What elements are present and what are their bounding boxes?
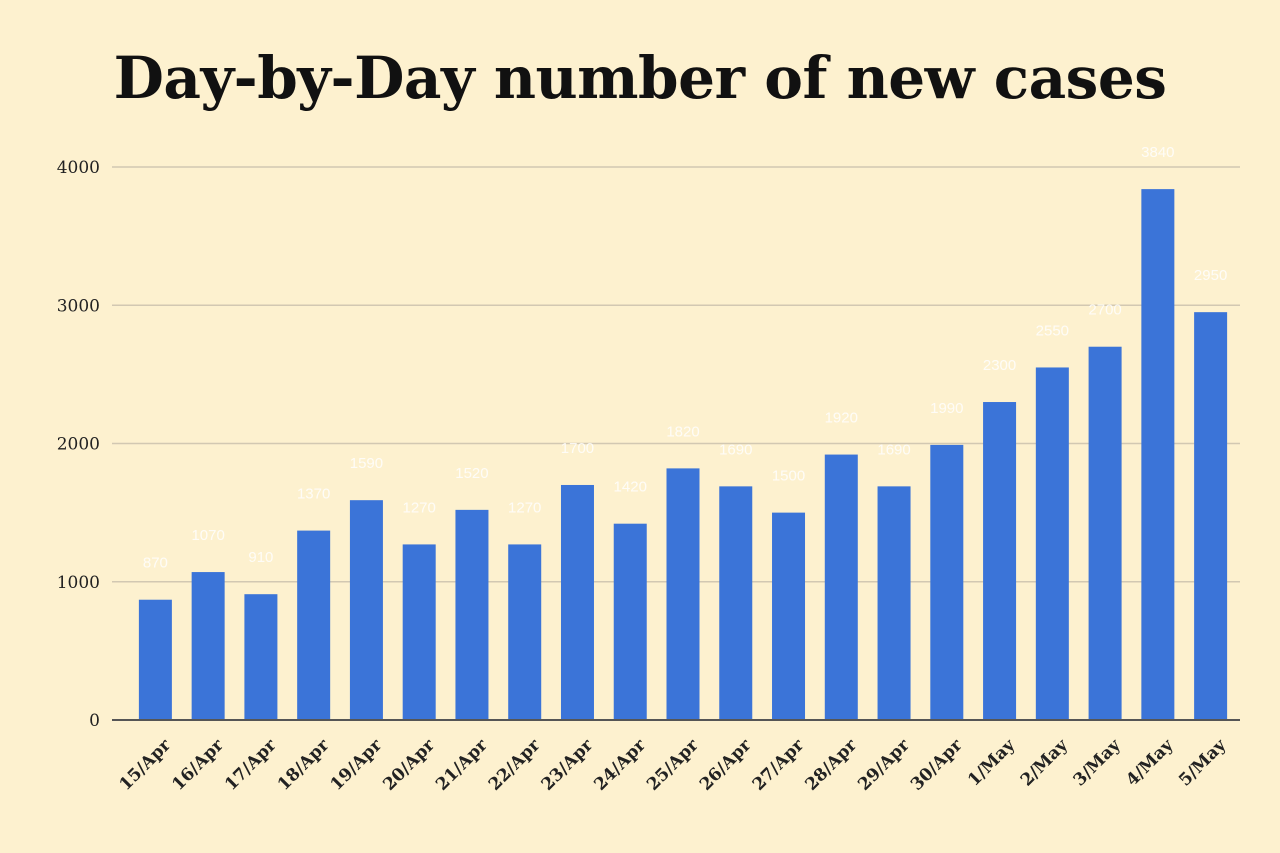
bar — [297, 530, 331, 720]
x-tick-label: 17/Apr — [221, 735, 281, 795]
bar — [402, 544, 436, 720]
bar — [877, 486, 911, 720]
data-label: 3840 — [1141, 144, 1174, 161]
data-label: 2700 — [1088, 302, 1121, 319]
data-label: 1920 — [825, 410, 858, 427]
bar — [1141, 189, 1175, 720]
bar — [244, 594, 278, 720]
data-label: 2950 — [1194, 267, 1227, 284]
bar — [455, 509, 489, 720]
x-tick-label: 24/Apr — [590, 735, 650, 795]
x-tick-label: 15/Apr — [116, 735, 176, 795]
bar — [1035, 367, 1069, 720]
bar — [138, 599, 172, 720]
bar — [930, 444, 964, 720]
data-label: 1690 — [719, 441, 752, 458]
x-tick-label: 23/Apr — [538, 735, 598, 795]
data-label: 1700 — [561, 440, 594, 457]
bar — [824, 454, 858, 720]
x-tick-label: 21/Apr — [432, 735, 492, 795]
chart-title: Day-by-Day number of new cases — [113, 44, 1167, 112]
x-tick-label: 28/Apr — [801, 735, 861, 795]
x-tick-label: 22/Apr — [485, 735, 545, 795]
y-tick-label: 3000 — [57, 296, 100, 316]
data-label: 1370 — [297, 486, 330, 503]
data-label: 1270 — [508, 499, 541, 516]
data-label: 1990 — [930, 400, 963, 417]
x-tick-label: 5/May — [1175, 735, 1231, 791]
bar — [349, 500, 383, 720]
bar — [1088, 346, 1122, 720]
x-tick-label: 27/Apr — [749, 735, 809, 795]
data-label: 910 — [248, 549, 273, 566]
x-tick-label: 1/May — [964, 735, 1020, 791]
data-label: 1590 — [350, 455, 383, 472]
x-tick-label: 3/May — [1070, 735, 1126, 791]
x-tick-label: 29/Apr — [854, 735, 914, 795]
bar — [508, 544, 542, 720]
bar — [560, 484, 594, 720]
bar — [1194, 312, 1228, 720]
data-label: 2550 — [1036, 322, 1069, 339]
data-label: 870 — [143, 555, 168, 572]
x-tick-label: 18/Apr — [274, 735, 334, 795]
data-label: 1420 — [614, 479, 647, 496]
bar — [772, 512, 806, 720]
data-label: 2300 — [983, 357, 1016, 374]
y-tick-label: 0 — [89, 711, 100, 731]
y-tick-label: 1000 — [57, 573, 100, 593]
data-label: 1820 — [666, 423, 699, 440]
y-tick-label: 2000 — [57, 435, 100, 455]
x-tick-label: 4/May — [1122, 735, 1178, 791]
x-tick-label: 16/Apr — [168, 735, 228, 795]
bar — [666, 468, 700, 720]
x-tick-label: 25/Apr — [643, 735, 703, 795]
x-tick-label: 30/Apr — [907, 735, 967, 795]
bar — [983, 402, 1017, 720]
x-tick-label: 26/Apr — [696, 735, 756, 795]
data-label: 1270 — [403, 499, 436, 516]
bar — [719, 486, 753, 720]
data-label: 1520 — [455, 465, 488, 482]
x-tick-label: 2/May — [1017, 735, 1073, 791]
x-tick-label: 19/Apr — [327, 735, 387, 795]
bar — [613, 523, 647, 720]
x-tick-label: 20/Apr — [379, 735, 439, 795]
data-label: 1070 — [191, 527, 224, 544]
data-label: 1690 — [877, 441, 910, 458]
bar — [191, 572, 225, 720]
data-label: 1500 — [772, 468, 805, 485]
y-tick-label: 4000 — [57, 158, 100, 178]
